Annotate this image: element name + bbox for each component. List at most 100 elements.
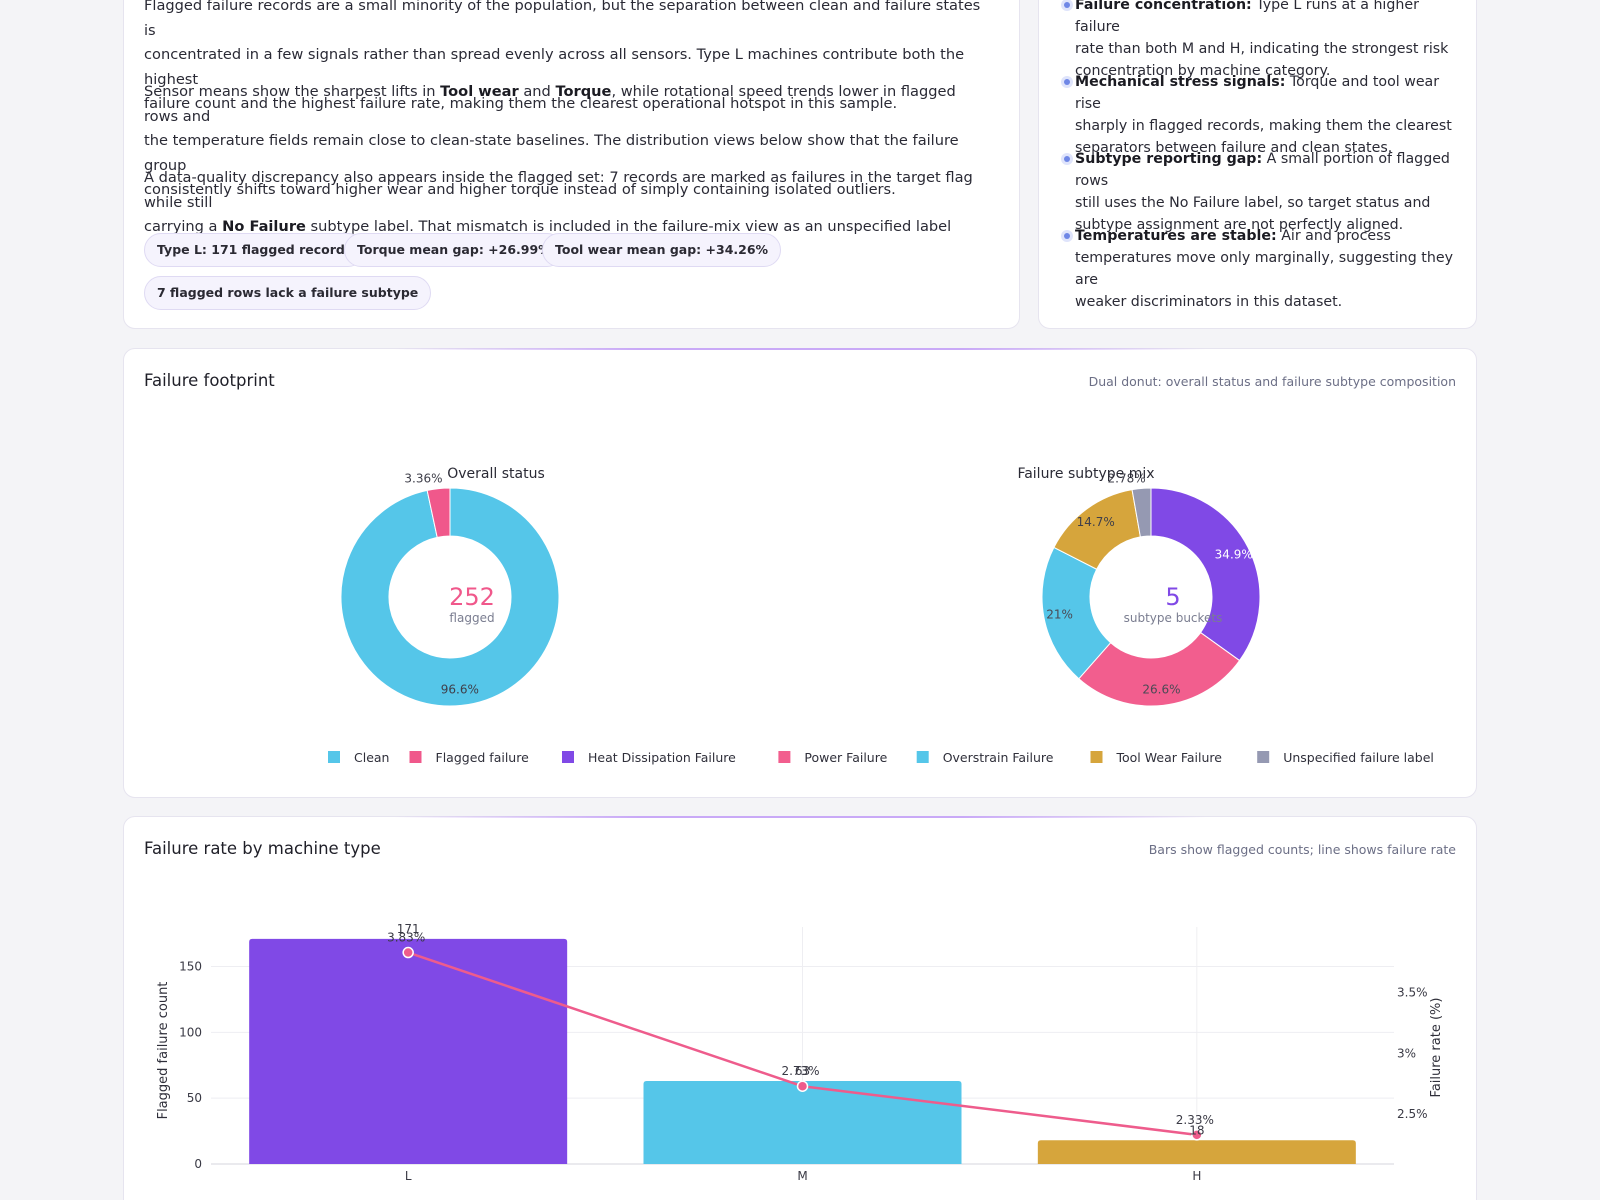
summary-paragraph-1: Flagged failure records are a small mino… [144,0,994,117]
slice-label: 14.7% [1077,515,1115,529]
legend-swatch [1257,751,1270,763]
bullet-dot-icon [1061,230,1073,242]
bullet-dot-icon [1061,76,1073,88]
insight-line: sharply in flagged records, making them … [1075,118,1452,134]
rate-value-label: 2.73% [781,1064,819,1078]
rate-point [796,1080,809,1092]
legend-label: Overstrain Failure [943,750,1054,765]
chip-tool-wear-gap: Tool wear mean gap: +34.26% [542,233,782,267]
summary-p3-no-failure: No Failure [222,218,306,235]
summary-p2-line3: consistently shifts toward higher wear a… [144,181,896,198]
rate-value-label: 3.83% [387,931,425,945]
legend-label: Clean [354,750,389,765]
rate-title: Failure rate by machine type [144,839,381,858]
insight-line: weaker discriminators in this dataset. [1075,294,1343,310]
summary-p1-line2: concentrated in a few signals rather tha… [144,46,965,88]
donut-slice [1131,487,1152,538]
insight-item: Subtype reporting gap: A small portion o… [1061,148,1461,236]
insight-line: rate than both M and H, indicating the s… [1075,41,1449,57]
legend-swatch [328,751,340,763]
insight-text: Torque and tool wear rise [1075,74,1440,112]
summary-p2-pre: Sensor means show the sharpest lifts in [144,83,441,100]
chip-type-l: Type L: 171 flagged records [144,233,366,267]
summary-p2-torque: Torque [555,83,612,100]
insight-title: Temperatures are stable: [1075,228,1277,244]
rate-subtitle: Bars show flagged counts; line shows fai… [1148,842,1456,857]
bullet-dot-icon [1061,153,1073,165]
bar [249,938,568,1164]
summary-p2-line1: Sensor means show the sharpest lifts in … [144,80,994,129]
legend-label: Flagged failure [436,750,530,765]
slice-label: 3.36% [404,472,442,486]
donut-center-label: flagged [449,611,494,625]
y-axis-title: Flagged failure count [156,982,171,1120]
donut-slice [340,487,560,707]
y2-axis-title: Failure rate (%) [1429,998,1444,1098]
slice-label: 21% [1046,607,1073,621]
summary-p3-line1: A data-quality discrepancy also appears … [144,169,973,211]
bar [1037,1140,1356,1164]
legend-label: Unspecified failure label [1283,750,1434,765]
legend-swatch [409,751,422,763]
rate-value-label: 2.33% [1176,1113,1214,1127]
insight-line: temperatures move only marginally, sugge… [1075,250,1453,288]
bar [643,1081,962,1164]
x-tick-label: L [405,1169,412,1183]
insight-line: Failure concentration: Type L runs at a … [1075,0,1461,38]
legend-label: Heat Dissipation Failure [588,750,736,765]
insight-item: Temperatures are stable: Air and process… [1061,225,1461,313]
summary-p1-line1: Flagged failure records are a small mino… [144,0,981,39]
bullet-dot-icon [1061,0,1073,11]
insight-text: A small portion of flagged rows [1075,151,1450,189]
insights-card: Failure concentration: Type L runs at a … [1038,0,1477,329]
y-tick-label: 100 [179,1025,202,1039]
y2-tick-label: 3% [1397,1046,1416,1060]
rate-point [402,946,414,959]
insight-line: separators between failure and clean sta… [1075,140,1393,156]
slice-label: 96.6% [441,682,479,696]
insight-line: subtype assignment are not perfectly ali… [1075,217,1404,233]
insight-line: Mechanical stress signals: Torque and to… [1075,71,1461,115]
chart-legend: Clean Flagged failure Heat Dissipation Fai… [328,750,1434,765]
bar-value-label: 63 [795,1064,810,1078]
insight-text: Air and process [1276,228,1391,244]
summary-p2-tool-wear: Tool wear [440,83,519,100]
insight-item: Failure concentration: Type L runs at a … [1061,0,1461,82]
chip-torque-gap: Torque mean gap: +26.99% [344,233,564,267]
summary-p2-mid: and [518,83,556,100]
failure-rate-card: Failure rate by machine type Bars show f… [123,816,1477,1200]
donut-group: 34.9% 26.6% 21% 14.7% 2.78%Failure subtype m… [1017,466,1261,707]
donut-center-label: subtype buckets [1124,611,1223,625]
y2-tick-label: 2.5% [1397,1107,1428,1121]
y2-tick-label: 3.5% [1397,986,1428,1000]
donut-center-value: 252 [449,583,495,611]
summary-p2-post: , while rotational speed trends lower in… [144,83,956,125]
y-tick-label: 0 [194,1157,202,1171]
insight-item: Mechanical stress signals: Torque and to… [1061,71,1461,159]
donut-title: Failure subtype mix [1017,466,1154,482]
summary-p3-pre: carrying a [144,218,223,235]
donut-slice [1078,631,1241,707]
footprint-subtitle: Dual donut: overall status and failure s… [1088,374,1456,389]
y-tick-label: 150 [179,960,202,974]
insight-line: still uses the No Failure label, so targ… [1075,195,1431,211]
legend-swatch [562,751,574,763]
insight-title: Subtype reporting gap: [1075,151,1263,167]
bar-value-label: 171 [397,922,420,936]
legend-swatch [778,751,791,763]
chip-subtype-gap: 7 flagged rows lack a failure subtype [144,276,432,310]
insight-line: Subtype reporting gap: A small portion o… [1075,148,1461,192]
insight-line: Temperatures are stable: Air and process [1075,225,1461,247]
insight-line: concentration by machine category. [1075,63,1331,79]
donut-slice [1150,487,1261,662]
donut-title: Overall status [447,466,545,482]
insight-text: Type L runs at a higher failure [1075,0,1419,35]
slice-label: 34.9% [1215,548,1253,562]
insight-title: Failure concentration: [1075,0,1252,13]
x-tick-label: M [797,1169,807,1183]
legend-swatch [916,751,929,763]
rate-point [1191,1129,1203,1141]
legend-swatch [1090,751,1103,763]
